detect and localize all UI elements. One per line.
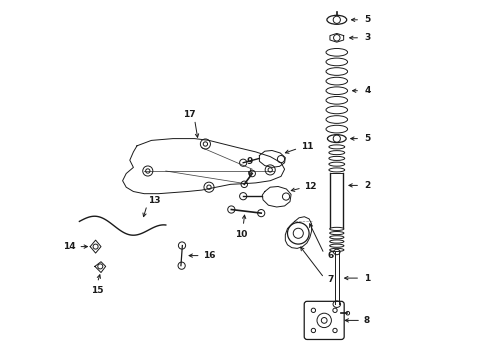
Text: 4: 4 [365,86,371,95]
Text: 3: 3 [365,33,371,42]
Text: 1: 1 [365,274,371,283]
Text: 12: 12 [304,182,317,191]
Text: 6: 6 [327,251,333,260]
Text: 16: 16 [203,251,216,260]
Text: 17: 17 [183,110,196,119]
Text: 13: 13 [148,197,161,205]
Text: 11: 11 [301,143,313,152]
Text: 7: 7 [327,274,334,284]
Text: 8: 8 [364,316,370,325]
Text: 10: 10 [235,230,247,239]
Text: 2: 2 [365,181,371,190]
Text: 5: 5 [365,134,371,143]
Text: 15: 15 [91,286,104,295]
Text: 5: 5 [365,15,371,24]
Text: 9: 9 [246,157,252,166]
Text: 14: 14 [63,242,76,251]
